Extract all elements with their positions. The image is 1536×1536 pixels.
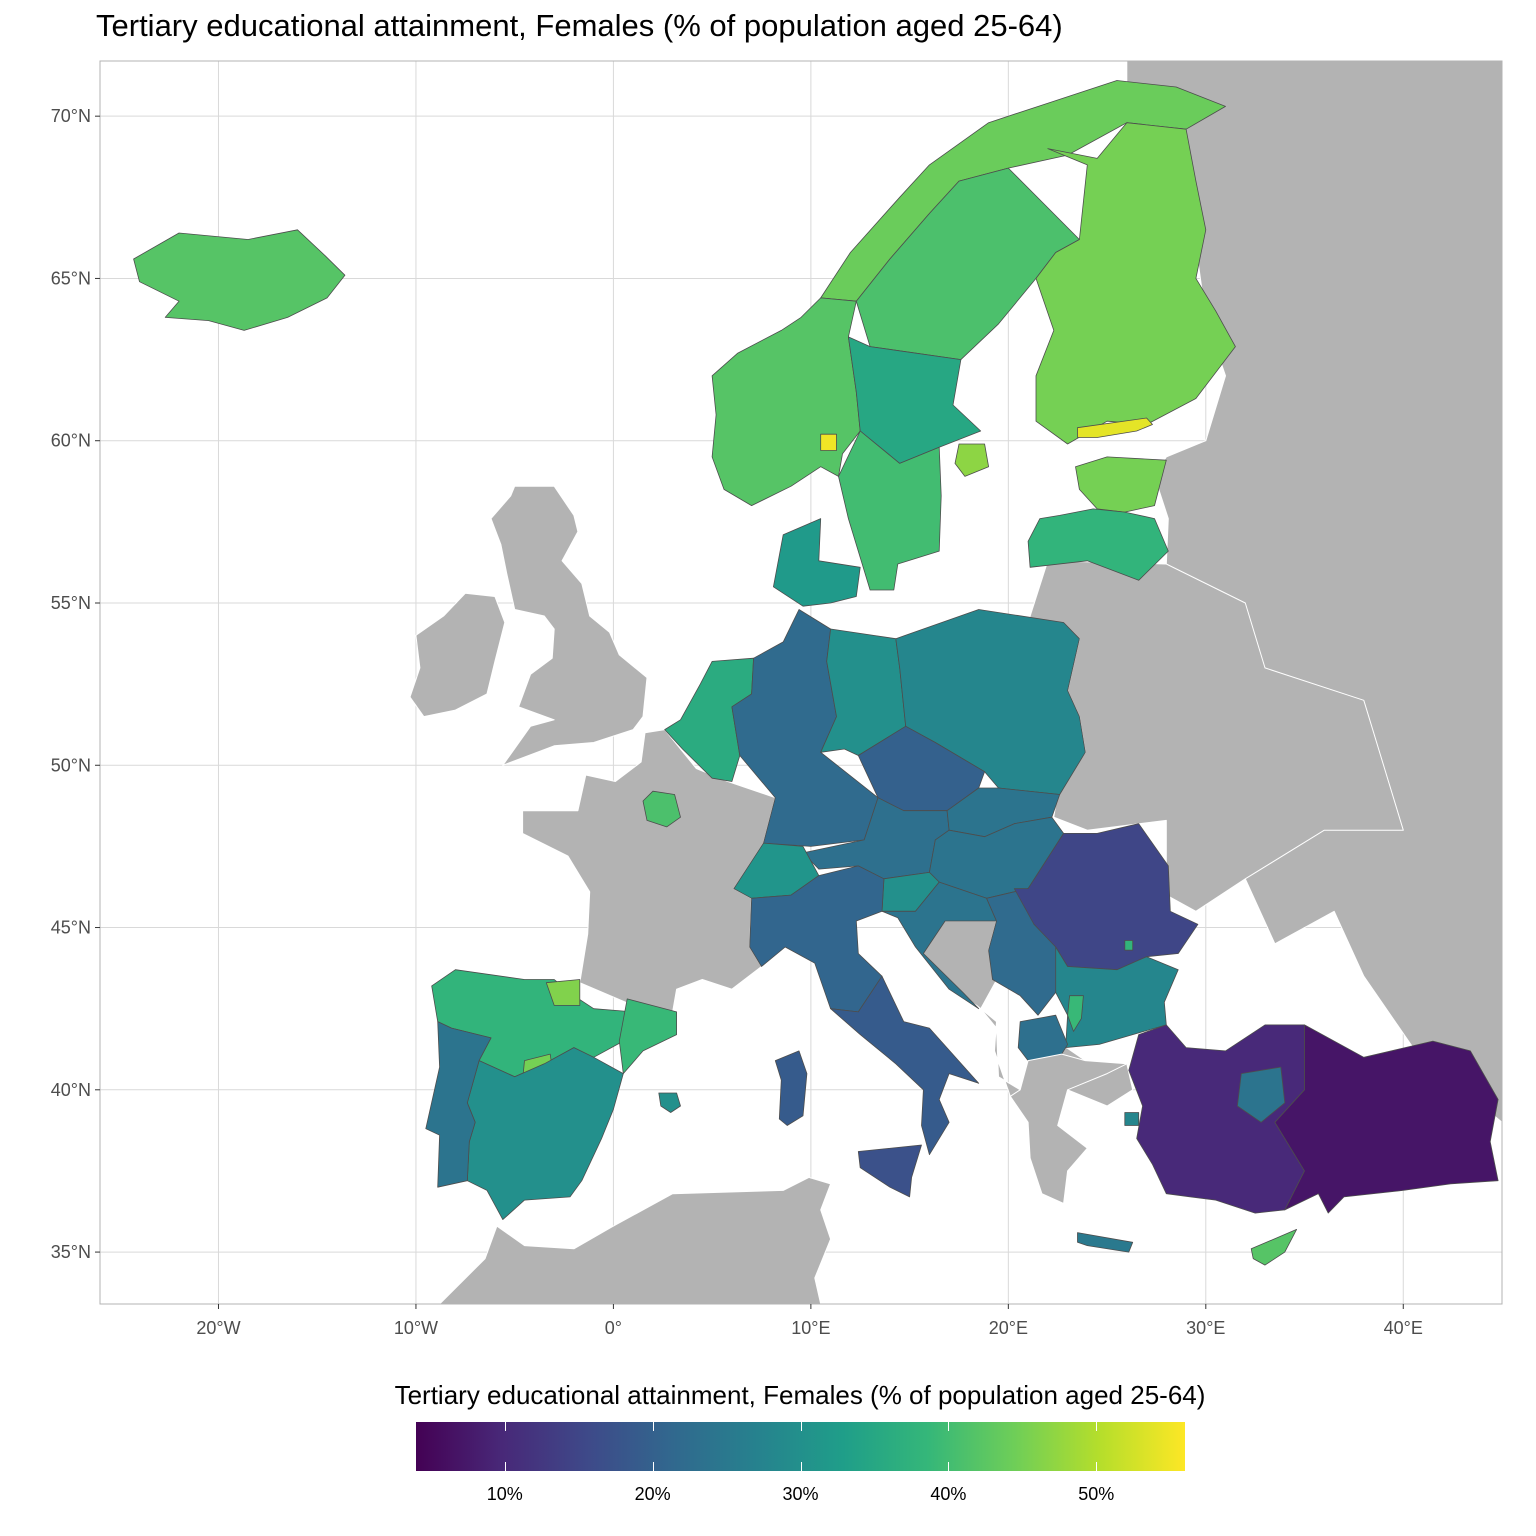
region-finland[interactable] <box>1035 122 1236 445</box>
colorbar-tick-mark <box>948 1462 950 1471</box>
north-africa <box>439 1176 832 1305</box>
lon-tick-label: 40°E <box>1384 1318 1423 1338</box>
region-sicily[interactable] <box>857 1144 922 1198</box>
lat-tick-label: 70°N <box>51 106 91 126</box>
region-spain-south[interactable] <box>466 1047 624 1220</box>
region-helsinki[interactable] <box>1077 417 1153 438</box>
lon-tick-label: 20°W <box>196 1318 240 1338</box>
region-greece-mainland <box>1009 1053 1128 1204</box>
lat-tick-label: 60°N <box>51 431 91 451</box>
region-turkey-east[interactable] <box>1274 1024 1499 1214</box>
map-plot: 70°N 65°N 60°N 55°N 50°N 45°N 40°N 35°N 20°W 10°W… <box>51 60 1503 1338</box>
lon-tick-label: 10°E <box>791 1318 830 1338</box>
colorbar-tick-label: 50% <box>1078 1484 1115 1504</box>
map-title: Tertiary educational attainment, Females… <box>96 8 1063 43</box>
ireland <box>409 592 506 718</box>
colorbar-tick-label: 40% <box>930 1484 967 1504</box>
region-italy-north[interactable] <box>749 865 885 1013</box>
region-sweden-south[interactable] <box>838 430 942 591</box>
lat-tick-label: 55°N <box>51 593 91 613</box>
region-catalonia[interactable] <box>618 998 677 1074</box>
colorbar-tick-mark <box>800 1462 802 1471</box>
region-oslo[interactable] <box>820 433 837 451</box>
lon-tick-label: 30°E <box>1186 1318 1225 1338</box>
lat-tick-label: 40°N <box>51 1080 91 1100</box>
great-britain <box>490 485 648 766</box>
region-stockholm[interactable] <box>954 443 989 477</box>
colorbar-tick-mark <box>800 1422 802 1431</box>
lat-tick-label: 45°N <box>51 918 91 938</box>
lon-tick-label: 20°E <box>989 1318 1028 1338</box>
colorbar-tick-label: 10% <box>486 1484 523 1504</box>
region-denmark[interactable] <box>773 518 861 607</box>
region-sweden-central[interactable] <box>848 336 982 464</box>
axis-tick-labels: 70°N 65°N 60°N 55°N 50°N 45°N 40°N 35°N 20°W 10°W… <box>51 106 1423 1338</box>
region-portugal[interactable] <box>425 1021 492 1188</box>
region-sofia[interactable] <box>1067 995 1084 1032</box>
region-sweden-north[interactable] <box>855 167 1080 360</box>
lat-tick-label: 65°N <box>51 268 91 288</box>
lon-tick-label: 10°W <box>394 1318 438 1338</box>
region-ile-de-france[interactable] <box>642 790 681 828</box>
panel-border <box>99 60 1503 1305</box>
region-sardinia[interactable] <box>774 1050 808 1126</box>
region-estonia[interactable] <box>1075 456 1167 513</box>
region-ankara[interactable] <box>1237 1066 1286 1123</box>
region-cyprus[interactable] <box>1250 1229 1297 1266</box>
region-croatia[interactable] <box>881 881 997 1010</box>
colorbar-tick-mark <box>652 1422 654 1431</box>
colorbar-tick-mark <box>948 1422 950 1431</box>
colorbar-tick-mark <box>1096 1422 1098 1431</box>
colorbar-tick-mark <box>504 1422 506 1431</box>
region-norway-south[interactable] <box>711 297 861 506</box>
legend-title: Tertiary educational attainment, Females… <box>394 1380 1206 1410</box>
land-layer <box>409 60 1503 1305</box>
lat-tick-label: 35°N <box>51 1242 91 1262</box>
region-basque-country[interactable] <box>545 979 581 1006</box>
choropleth-regions[interactable] <box>133 80 1499 1266</box>
region-greece-islands[interactable] <box>1124 1112 1140 1126</box>
colorbar-tick-label: 30% <box>782 1484 819 1504</box>
region-balearic-islands[interactable] <box>658 1092 681 1113</box>
region-latvia[interactable] <box>1027 508 1169 581</box>
colorbar-tick-label: 20% <box>634 1484 671 1504</box>
region-crete[interactable] <box>1077 1232 1134 1253</box>
lat-tick-label: 50°N <box>51 755 91 775</box>
region-iceland[interactable] <box>133 229 346 331</box>
region-bucharest[interactable] <box>1124 940 1134 951</box>
colorbar-tick-mark <box>1096 1462 1098 1471</box>
region-italy-south[interactable] <box>830 975 980 1156</box>
region-north-macedonia[interactable] <box>1017 1014 1068 1061</box>
france <box>522 729 776 1013</box>
colorbar-tick-mark <box>504 1462 506 1471</box>
colorbar-tick-mark <box>652 1462 654 1471</box>
lon-tick-label: 0° <box>605 1318 622 1338</box>
